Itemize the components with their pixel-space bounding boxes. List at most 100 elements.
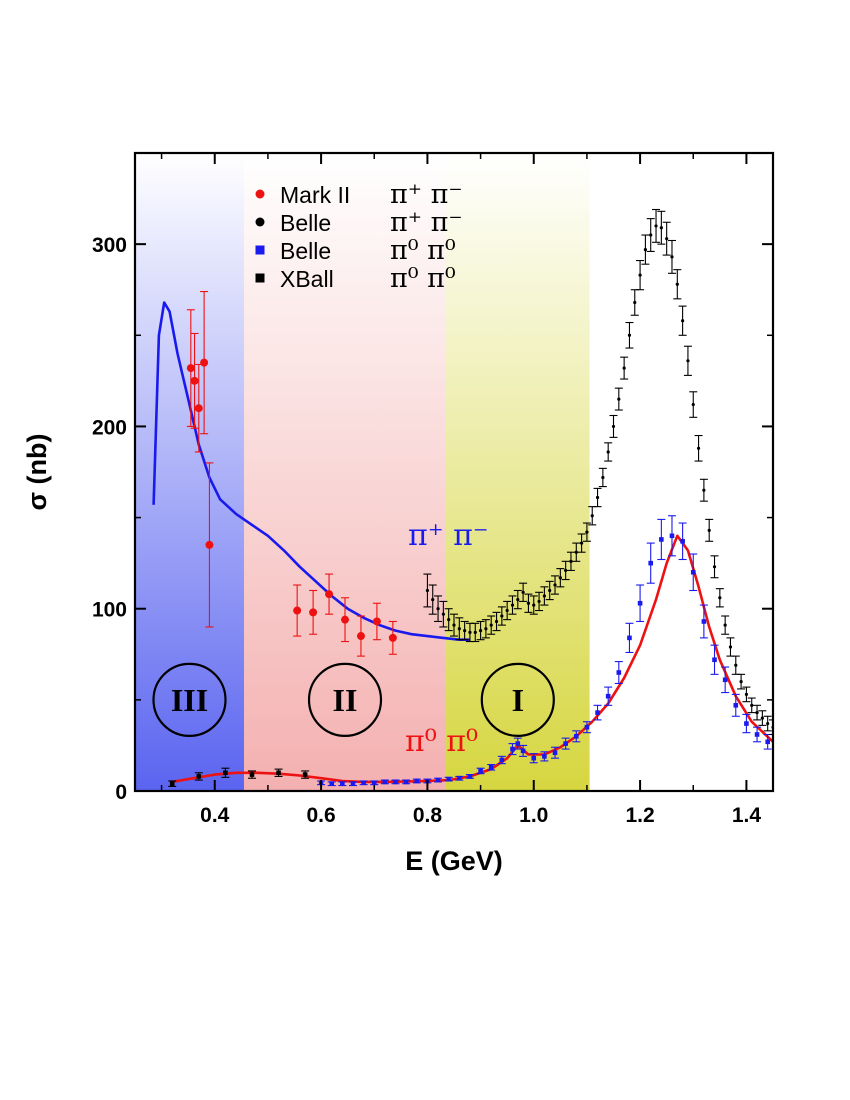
point-marker	[563, 741, 568, 746]
data-point	[309, 589, 318, 635]
point-marker	[276, 770, 281, 776]
legend-entry: Belle π⁺ π⁻	[255, 207, 463, 238]
point-marker	[701, 619, 707, 624]
point-marker	[723, 623, 727, 627]
point-marker	[516, 598, 520, 602]
legend-channel: π⁰ π⁰	[390, 263, 456, 294]
region-label-text: I	[512, 682, 524, 718]
point-marker	[675, 282, 679, 286]
point-marker	[293, 606, 302, 615]
legend-marker	[255, 245, 265, 255]
data-point	[497, 755, 506, 765]
point-marker	[611, 424, 616, 429]
data-point	[481, 619, 490, 639]
data-point	[388, 620, 397, 655]
data-point	[348, 781, 357, 787]
data-point	[434, 777, 443, 783]
point-marker	[665, 237, 669, 241]
region-ii-band	[243, 153, 447, 791]
data-point	[652, 208, 661, 243]
data-point	[508, 743, 517, 756]
x-axis-title: E (GeV)	[405, 846, 503, 876]
legend-name: Belle	[280, 210, 331, 236]
data-point	[561, 560, 570, 581]
point-marker	[696, 446, 701, 450]
data-point	[508, 595, 517, 615]
data-point	[190, 332, 199, 429]
data-point	[444, 776, 453, 782]
point-marker	[341, 615, 350, 624]
point-marker	[302, 772, 308, 777]
data-point	[519, 744, 528, 757]
data-point	[247, 770, 256, 779]
point-marker	[595, 710, 600, 715]
data-point	[673, 269, 682, 300]
point-marker	[205, 540, 214, 549]
point-marker	[681, 319, 685, 323]
point-marker	[463, 628, 467, 633]
data-point	[763, 715, 772, 732]
point-marker	[728, 645, 733, 649]
point-marker	[521, 590, 525, 594]
point-marker	[414, 778, 420, 784]
data-point	[747, 697, 756, 714]
point-marker	[510, 603, 515, 607]
point-marker	[669, 533, 675, 539]
y-tick-label: 100	[92, 599, 127, 622]
point-marker	[659, 226, 663, 230]
y-tick-label: 300	[92, 234, 127, 257]
point-marker	[489, 623, 493, 627]
point-marker	[186, 364, 195, 373]
data-point	[513, 589, 522, 610]
point-marker	[473, 630, 477, 635]
point-marker	[548, 588, 552, 593]
point-marker	[643, 248, 648, 252]
point-marker	[627, 333, 632, 337]
legend-entry: Belle π⁰ π⁰	[255, 235, 456, 266]
data-point	[604, 686, 613, 706]
data-point	[582, 721, 591, 734]
data-point	[699, 478, 708, 502]
data-point	[487, 615, 496, 635]
point-marker	[371, 780, 377, 786]
curve-label-neutral: π⁰ π⁰	[405, 724, 478, 759]
point-marker	[622, 366, 626, 370]
data-point	[356, 615, 365, 657]
point-marker	[691, 402, 695, 407]
data-point	[540, 751, 549, 762]
point-marker	[760, 716, 764, 720]
point-marker	[447, 618, 451, 622]
data-point	[572, 730, 581, 743]
data-point	[524, 593, 533, 613]
legend-entry: XBall π⁰ π⁰	[255, 263, 456, 294]
data-point	[359, 780, 368, 786]
point-marker	[616, 670, 622, 675]
data-point	[561, 737, 570, 750]
data-point	[667, 239, 676, 274]
data-point	[620, 356, 629, 380]
point-marker	[574, 550, 578, 554]
point-marker	[452, 623, 456, 627]
axis-ticks: 0.4 0.6 0.8 1.0 1.2 1.4 0 100 200 300	[92, 153, 773, 827]
region-labels: III II I	[152, 662, 555, 737]
legend-marker	[255, 217, 265, 227]
point-marker	[478, 768, 483, 774]
data-point	[657, 518, 666, 561]
point-marker	[441, 612, 445, 616]
point-marker	[690, 569, 696, 575]
point-marker	[467, 774, 473, 779]
curve-charged	[152, 301, 470, 641]
data-point	[535, 591, 544, 612]
legend-entry: Mark II π⁺ π⁻	[255, 179, 463, 210]
point-marker	[542, 594, 546, 598]
data-point	[753, 726, 762, 743]
data-point	[450, 613, 458, 637]
data-point	[487, 764, 496, 771]
data-point	[742, 686, 751, 703]
point-marker	[606, 450, 610, 454]
point-marker	[169, 781, 175, 787]
point-marker	[515, 741, 521, 746]
data-point	[370, 780, 379, 786]
legend-name: XBall	[280, 266, 334, 292]
data-point	[646, 218, 655, 252]
